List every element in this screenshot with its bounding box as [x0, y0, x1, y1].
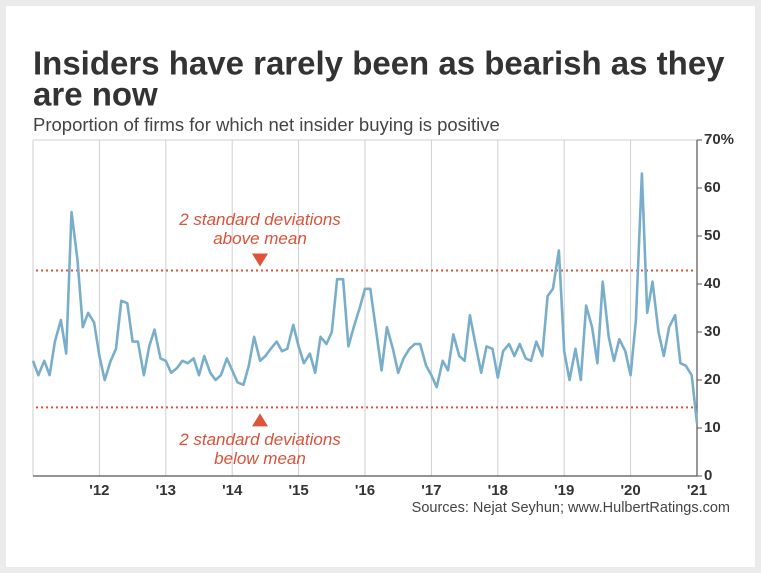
- x-tick-label: '21: [687, 482, 707, 499]
- annotation: above mean: [213, 229, 307, 248]
- x-tick-label: '18: [488, 482, 508, 499]
- marker: [252, 413, 268, 427]
- marker: [252, 253, 268, 267]
- y-tick-label: 30: [704, 323, 721, 340]
- x-tick-label: '19: [554, 482, 574, 499]
- y-tick-label: 40: [704, 275, 721, 292]
- x-tick-label: '16: [355, 482, 375, 499]
- y-tick-label: 50: [704, 227, 721, 244]
- data-line: [31, 172, 699, 424]
- y-tick-label: 60: [704, 179, 721, 196]
- y-tick-label: 10: [704, 419, 721, 436]
- x-tick-label: '17: [421, 482, 441, 499]
- annotation: 2 standard deviations: [178, 430, 341, 449]
- y-tick-label: 20: [704, 371, 721, 388]
- chart-title: are now: [33, 76, 158, 113]
- annotation: 2 standard deviations: [178, 210, 341, 229]
- annotation: below mean: [214, 449, 306, 468]
- x-tick-label: '20: [620, 482, 640, 499]
- source: Sources: Nejat Seyhun; www.HulbertRating…: [412, 500, 730, 516]
- chart-subtitle: Proportion of firms for which net inside…: [33, 114, 500, 135]
- y-tick-label: 0: [704, 467, 712, 484]
- x-tick-label: '13: [156, 482, 176, 499]
- x-tick-label: '15: [288, 482, 308, 499]
- chart-title: Insiders have rarely been as bearish as …: [33, 45, 725, 82]
- y-tick-label: 70%: [704, 131, 734, 148]
- x-tick-label: '12: [89, 482, 109, 499]
- x-tick-label: '14: [222, 482, 243, 499]
